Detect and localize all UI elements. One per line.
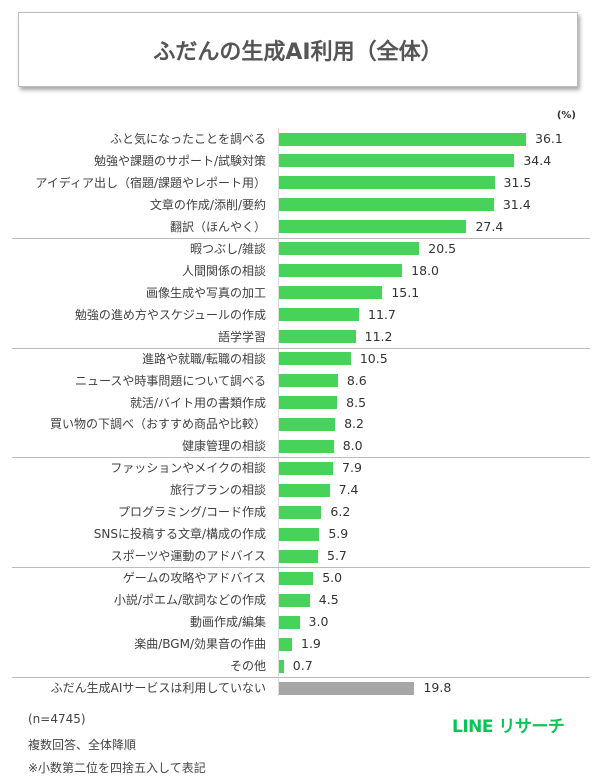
bar bbox=[279, 396, 338, 410]
category-label: ファッションやメイクの相談 bbox=[110, 461, 266, 476]
bar bbox=[279, 571, 314, 585]
data-label: 11.7 bbox=[368, 306, 396, 322]
chart-title: ふだんの生成AI利用（全体） bbox=[153, 39, 443, 65]
bar bbox=[279, 483, 330, 497]
data-label: 15.1 bbox=[391, 284, 420, 300]
group-separator bbox=[12, 347, 590, 349]
data-label: 18.0 bbox=[411, 262, 439, 278]
data-label: 10.5 bbox=[359, 350, 388, 366]
category-label: ゲームの攻略やアドバイス bbox=[122, 571, 266, 586]
method-note: 複数回答、全体降順 bbox=[28, 738, 137, 752]
data-label: 0.7 bbox=[292, 658, 313, 674]
sample-size-note: (n=4745) bbox=[28, 712, 86, 726]
group-separator bbox=[12, 567, 590, 569]
category-label: 文章の作成/添削/要約 bbox=[149, 197, 266, 212]
category-label: ふと気になったことを調べる bbox=[109, 132, 266, 146]
data-label: 5.0 bbox=[322, 570, 343, 586]
chart-title-box: ふだんの生成AI利用（全体） bbox=[18, 12, 578, 87]
data-label: 6.2 bbox=[330, 504, 351, 520]
category-label: 人間関係の相談 bbox=[181, 263, 266, 278]
bar bbox=[279, 308, 360, 322]
bar bbox=[279, 461, 334, 475]
data-label: 1.9 bbox=[301, 636, 321, 652]
category-label: 画像生成や写真の加工 bbox=[145, 285, 266, 300]
data-label: 27.4 bbox=[475, 218, 504, 234]
bar bbox=[279, 220, 467, 234]
bar bbox=[279, 615, 300, 629]
data-label: 8.5 bbox=[346, 394, 367, 410]
line-research-logo: LINE リサーチ bbox=[452, 717, 565, 737]
category-axis bbox=[278, 128, 279, 696]
bar bbox=[279, 154, 515, 168]
category-label: ニュースや時事問題について調べる bbox=[74, 373, 266, 388]
bar bbox=[279, 198, 494, 212]
group-separator bbox=[12, 677, 590, 679]
category-label: その他 bbox=[229, 659, 266, 674]
bar bbox=[279, 132, 526, 146]
bar bbox=[279, 505, 322, 519]
category-label: プログラミング/コード作成 bbox=[117, 505, 266, 520]
category-label: 買い物の下調べ（おすすめ商品や比較） bbox=[49, 417, 266, 432]
category-label: ふだん生成AIサービスは利用していない bbox=[50, 681, 266, 695]
unit-label: (%) bbox=[556, 110, 576, 121]
data-label: 36.1 bbox=[535, 131, 563, 146]
category-label: 楽曲/BGM/効果音の作曲 bbox=[134, 637, 266, 652]
category-label: アイディア出し（宿題/課題やレポート用） bbox=[35, 175, 266, 190]
category-label: 小説/ポエム/歌詞などの作成 bbox=[113, 593, 266, 608]
category-label: 勉強の進め方やスケジュールの作成 bbox=[74, 307, 266, 322]
bar bbox=[279, 527, 320, 541]
data-label: 20.5 bbox=[428, 240, 457, 256]
bar bbox=[279, 637, 292, 651]
data-label: 11.2 bbox=[364, 328, 393, 344]
bar bbox=[279, 176, 495, 190]
data-label: 3.0 bbox=[308, 614, 329, 630]
data-label: 5.9 bbox=[328, 526, 349, 542]
bar bbox=[279, 439, 334, 453]
data-label: 8.2 bbox=[344, 416, 364, 432]
data-label: 5.7 bbox=[327, 548, 347, 564]
bar bbox=[279, 659, 284, 673]
category-label: 勉強や課題のサポート/試験対策 bbox=[93, 153, 266, 168]
bar bbox=[279, 286, 383, 300]
bar bbox=[279, 417, 336, 431]
category-label: 進路や就職/転職の相談 bbox=[141, 351, 266, 366]
bar bbox=[279, 374, 338, 388]
data-label: 4.5 bbox=[318, 592, 339, 608]
data-label: 31.4 bbox=[502, 196, 531, 212]
data-label: 8.6 bbox=[346, 372, 367, 388]
group-separator bbox=[12, 237, 590, 239]
data-label: 7.4 bbox=[338, 482, 359, 498]
bar bbox=[279, 681, 415, 695]
bar bbox=[279, 549, 318, 563]
bar bbox=[279, 242, 420, 256]
data-label: 7.9 bbox=[342, 460, 362, 476]
bar bbox=[279, 330, 356, 344]
category-label: 翻訳（ほんやく） bbox=[169, 219, 266, 234]
bar bbox=[279, 593, 310, 607]
data-label: 8.0 bbox=[342, 438, 363, 454]
category-label: 就活/バイト用の書類作成 bbox=[129, 395, 266, 410]
category-label: 動画作成/編集 bbox=[189, 615, 266, 630]
rounding-note: ※小数第二位を四捨五入して表記 bbox=[28, 761, 206, 775]
bar bbox=[279, 264, 403, 278]
category-label: 語学学習 bbox=[217, 329, 266, 344]
group-separator bbox=[12, 457, 590, 459]
bar bbox=[279, 352, 351, 366]
data-label: 19.8 bbox=[423, 680, 452, 695]
category-label: 暇つぶし/雑談 bbox=[189, 241, 266, 256]
category-label: スポーツや運動のアドバイス bbox=[110, 549, 266, 564]
category-label: SNSに投稿する文章/構成の作成 bbox=[93, 527, 266, 542]
data-label: 34.4 bbox=[523, 152, 552, 168]
data-label: 31.5 bbox=[503, 174, 532, 190]
category-label: 健康管理の相談 bbox=[181, 439, 266, 454]
category-label: 旅行プランの相談 bbox=[169, 483, 266, 498]
